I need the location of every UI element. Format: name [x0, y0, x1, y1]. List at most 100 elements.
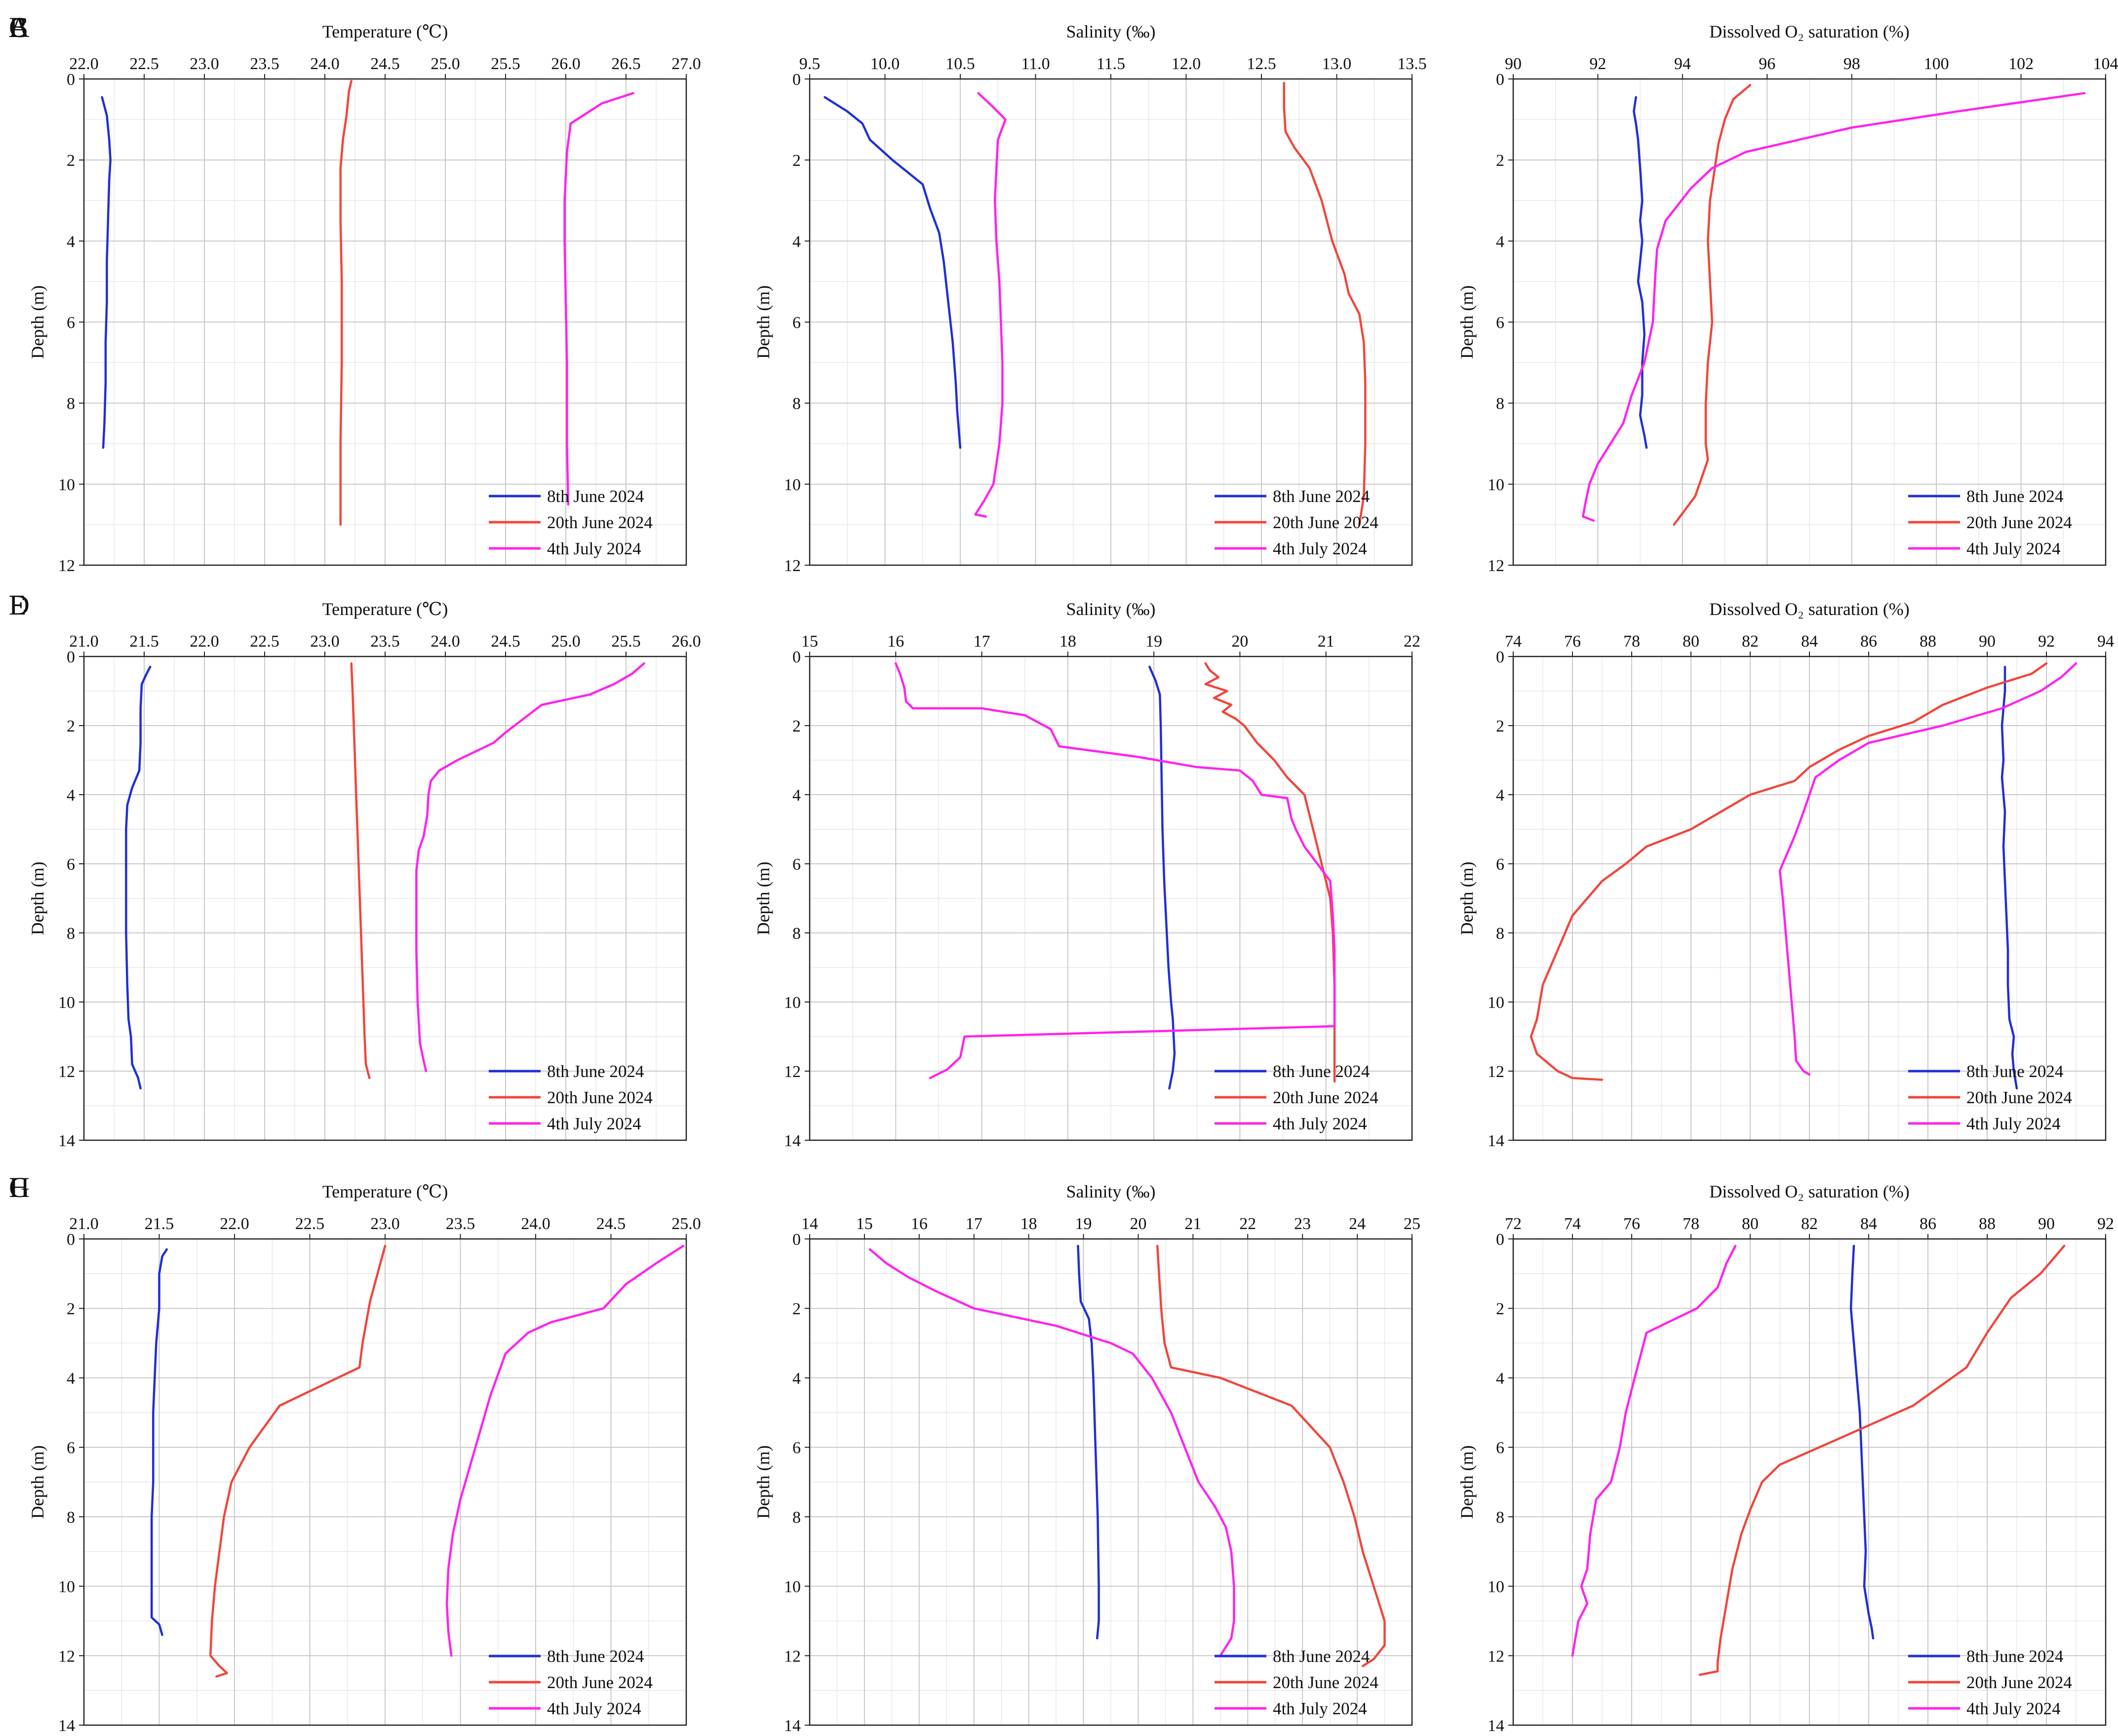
legend-label: 4th July 2024 — [1273, 539, 1367, 558]
y-tick-label: 10 — [1488, 994, 1504, 1012]
y-tick-label: 4 — [67, 786, 75, 805]
series-line-jun08 — [1148, 665, 1176, 1090]
x-tick-label: 21.5 — [145, 1215, 174, 1233]
panel-b: 9.5 10.0 10.5 11.0 11.5 12.0 12.5 13.0 13.5 0 2 4 6 8… — [9, 11, 1427, 575]
series-line-jul04 — [974, 92, 1007, 518]
x-tick-label: 24.5 — [491, 632, 520, 651]
y-tick-label: 12 — [58, 1063, 75, 1081]
x-tick-label: 76 — [1564, 632, 1581, 651]
series-line-jul04 — [563, 92, 634, 506]
x-tick-label: 23.5 — [250, 55, 279, 73]
x-tick-label: 17 — [966, 1215, 982, 1233]
legend-label: 8th June 2024 — [547, 1647, 644, 1666]
series-line-jun08 — [150, 1248, 168, 1636]
y-tick-label: 14 — [784, 1717, 801, 1735]
y-tick-label: 8 — [67, 395, 75, 413]
series-line-jun08 — [1077, 1244, 1100, 1640]
y-tick-label: 12 — [1488, 1063, 1504, 1081]
y-tick-label: 14 — [1488, 1717, 1504, 1735]
x-tick-label: 22.5 — [129, 55, 159, 73]
y-axis-title: Depth (m) — [753, 862, 773, 935]
x-tick-label: 72 — [1505, 1215, 1522, 1233]
y-tick-label: 6 — [792, 314, 801, 332]
y-tick-label: 2 — [67, 717, 75, 735]
legend-label: 20th June 2024 — [1273, 1088, 1378, 1107]
panel-g: 21.0 21.5 22.0 22.5 23.0 23.5 24.0 24.5 25.0 0 2 4 6… — [9, 1171, 701, 1735]
panel-letter: I — [9, 1171, 18, 1203]
legend-label: 4th July 2024 — [547, 539, 641, 558]
panel-letter: H — [9, 1171, 30, 1203]
y-tick-label: 2 — [792, 717, 801, 735]
series-line-jun08 — [1633, 96, 1648, 449]
legend-label: 4th July 2024 — [547, 1699, 641, 1718]
y-tick-label: 12 — [58, 557, 75, 575]
panel-a: 22.0 22.5 23.0 23.5 24.0 24.5 25.0 25.5 26.0 26.5… — [9, 11, 701, 575]
series-line-jun20 — [1283, 81, 1367, 526]
y-tick-label: 0 — [792, 1231, 801, 1249]
x-tick-label: 22.5 — [295, 1215, 325, 1233]
x-tick-label: 104 — [2093, 55, 2118, 73]
x-tick-label: 92 — [2038, 632, 2055, 651]
y-tick-label: 2 — [792, 152, 801, 170]
y-axis-title: Depth (m) — [753, 1445, 773, 1519]
y-tick-label: 8 — [67, 925, 75, 943]
series-line-jun20 — [1673, 84, 1752, 526]
y-tick-label: 6 — [792, 1439, 801, 1457]
plot-frame — [809, 656, 1413, 1141]
x-tick-label: 24.5 — [370, 55, 400, 73]
series-line-jun08 — [125, 665, 152, 1090]
legend-label: 8th June 2024 — [547, 487, 644, 506]
x-tick-label: 80 — [1683, 632, 1699, 651]
panel-letter: D — [9, 589, 30, 621]
series-line-jun20 — [1698, 1244, 2066, 1676]
series-line-jul04 — [868, 1248, 1235, 1657]
x-tick-label: 82 — [1801, 1215, 1818, 1233]
x-tick-label: 86 — [1920, 1215, 1936, 1233]
x-tick-label: 80 — [1742, 1215, 1759, 1233]
x-tick-label: 15 — [856, 1215, 873, 1233]
y-tick-label: 2 — [67, 1300, 75, 1318]
x-tick-label: 22.0 — [69, 55, 99, 73]
y-tick-label: 10 — [1488, 1578, 1504, 1596]
y-tick-label: 8 — [1496, 925, 1504, 943]
x-tick-label: 14 — [801, 1215, 818, 1233]
y-tick-label: 8 — [67, 1508, 75, 1527]
y-tick-label: 0 — [67, 648, 75, 666]
x-tick-label: 11.0 — [1021, 55, 1050, 73]
y-tick-label: 4 — [792, 1369, 801, 1388]
legend-label: 20th June 2024 — [547, 1673, 653, 1692]
x-tick-label: 23.0 — [370, 1215, 400, 1233]
series-line-jun08 — [101, 96, 112, 449]
x-tick-label: 21 — [1318, 632, 1334, 651]
y-tick-label: 0 — [1496, 648, 1504, 666]
series-line-jun20 — [1156, 1244, 1386, 1667]
series-line-jul04 — [445, 1244, 685, 1657]
x-tick-label: 94 — [1674, 55, 1691, 73]
x-tick-label: 102 — [2008, 55, 2034, 73]
x-tick-label: 88 — [1920, 632, 1936, 651]
panel-letter: B — [9, 11, 28, 43]
y-tick-label: 0 — [792, 648, 801, 666]
y-tick-label: 0 — [67, 1231, 75, 1249]
series-line-jun20 — [350, 662, 371, 1080]
legend-label: 20th June 2024 — [1273, 1673, 1378, 1692]
x-tick-label: 25.0 — [671, 1215, 701, 1233]
series-line-jun20 — [339, 79, 353, 526]
y-tick-label: 2 — [1496, 1300, 1504, 1318]
y-axis-title: Depth (m) — [28, 285, 47, 359]
x-tick-label: 18 — [1059, 632, 1076, 651]
y-tick-label: 10 — [58, 994, 75, 1012]
panel-h: 14 15 16 17 18 19 20 21 22 23 24 2502468101214Salin… — [9, 1171, 1420, 1735]
y-axis-title: Depth (m) — [28, 862, 47, 935]
panel-letter: F — [9, 589, 25, 621]
x-tick-label: 22.0 — [220, 1215, 249, 1233]
x-axis-title: Dissolved O₂ saturation (%) — [1709, 22, 1909, 41]
x-tick-label: 22 — [1404, 632, 1420, 651]
panel-letter: A — [9, 11, 30, 43]
y-tick-label: 10 — [784, 1578, 801, 1596]
y-tick-label: 6 — [1496, 314, 1504, 332]
x-tick-label: 86 — [1860, 632, 1877, 651]
x-axis-title: Temperature (℃) — [322, 1182, 448, 1201]
